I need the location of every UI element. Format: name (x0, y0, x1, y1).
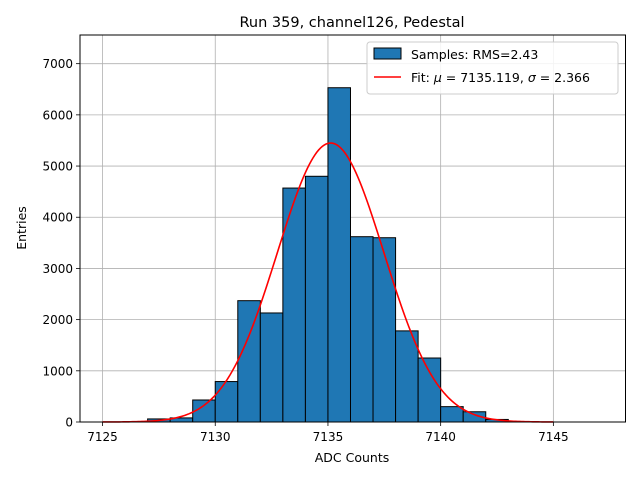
legend-fit-mu-symbol: μ (433, 70, 442, 85)
x-axis-ticks: 7125 7130 7135 7140 7145 (87, 422, 569, 444)
plot-frame (79, 34, 626, 423)
y-tick-label-0: 0 (65, 416, 73, 430)
legend-swatch-samples (373, 47, 402, 60)
y-axis-ticks: 0 1000 2000 3000 4000 5000 6000 7000 (42, 57, 80, 430)
histogram-bar-3 (214, 381, 239, 423)
x-tick-label-4: 7145 (538, 430, 569, 444)
x-tick-label-2: 7135 (313, 430, 344, 444)
legend-box (366, 41, 619, 95)
legend-fit-mu-value: = 7135.119, (442, 70, 528, 85)
chart-title: Run 359, channel126, Pedestal (239, 15, 464, 31)
x-tick-label-1: 7130 (200, 430, 231, 444)
histogram-bar-5 (259, 312, 284, 423)
legend-fit-sigma-symbol: σ (528, 70, 537, 85)
histogram-bar-11 (395, 330, 419, 423)
y-tick-label-5: 5000 (42, 160, 73, 174)
gaussian-fit-curve (102, 142, 554, 423)
legend-label-fit: Fit: μ = 7135.119, σ = 2.366 (411, 70, 590, 85)
histogram-bar-13 (440, 406, 464, 423)
y-tick-label-2: 2000 (42, 313, 73, 327)
histogram-bar-12 (417, 357, 442, 423)
x-tick-label-3: 7140 (425, 430, 456, 444)
histogram-bars (147, 87, 509, 423)
y-tick-label-7: 7000 (42, 57, 73, 71)
y-tick-label-1: 1000 (42, 364, 73, 378)
legend: Samples: RMS=2.43 Fit: μ = 7135.119, σ =… (366, 41, 619, 95)
y-tick-label-3: 3000 (42, 262, 73, 276)
histogram-bar-7 (304, 175, 329, 423)
y-tick-label-6: 6000 (42, 108, 73, 122)
x-axis-label: ADC Counts (315, 450, 390, 465)
histogram-bar-4 (237, 300, 261, 423)
histogram-bar-10 (372, 237, 397, 423)
x-tick-label-0: 7125 (87, 430, 118, 444)
y-axis-label: Entries (14, 206, 29, 250)
legend-fit-sigma-value: = 2.366 (536, 70, 590, 85)
legend-fit-prefix: Fit: (411, 70, 434, 85)
y-tick-label-4: 4000 (42, 211, 73, 225)
histogram-bar-9 (349, 236, 374, 423)
histogram-bar-8 (327, 87, 351, 423)
legend-label-samples: Samples: RMS=2.43 (411, 47, 538, 62)
